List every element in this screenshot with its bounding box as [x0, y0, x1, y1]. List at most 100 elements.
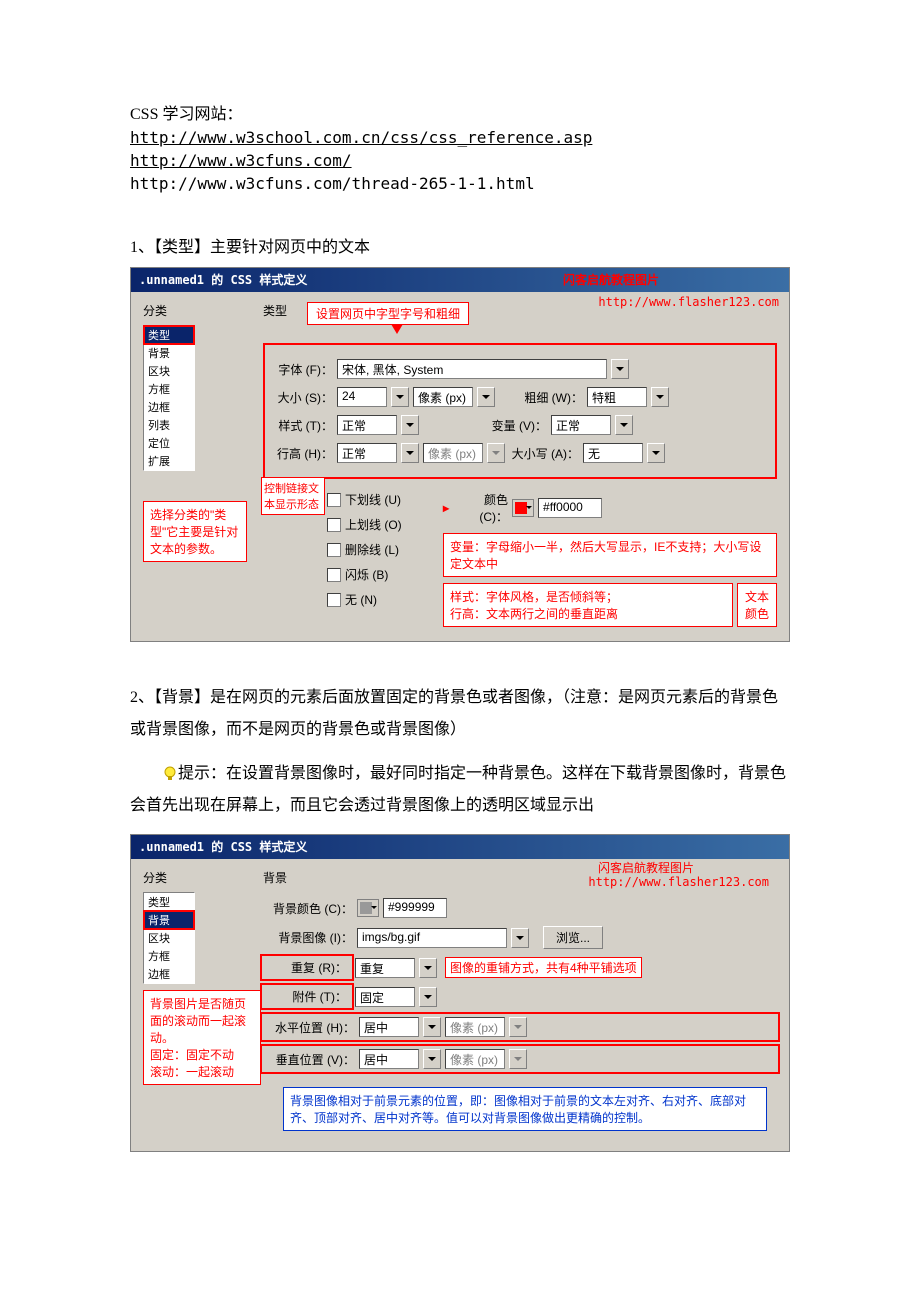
- variant-input[interactable]: 正常: [551, 415, 611, 435]
- ann-side: 选择分类的"类型"它主要是针对文本的参数。: [143, 501, 247, 562]
- cat-bg2[interactable]: 背景: [144, 911, 194, 929]
- lh-input[interactable]: 正常: [337, 443, 397, 463]
- category-column: 分类 类型 背景 区块 方框 边框 列表 定位 扩展 选择分类的"类型"它主要是…: [143, 302, 263, 627]
- hpos-label: 水平位置 (H)：: [265, 1019, 355, 1036]
- color-swatch[interactable]: [512, 499, 534, 517]
- cat-box[interactable]: 方框: [144, 380, 194, 398]
- repeat-input[interactable]: 重复: [355, 958, 415, 978]
- repeat-dd[interactable]: [419, 958, 437, 978]
- arrow-down-icon: [391, 324, 403, 334]
- category-list[interactable]: 类型 背景 区块 方框 边框 列表 定位 扩展: [143, 325, 195, 471]
- deco-blink: 闪烁 (B): [345, 566, 388, 583]
- lh-unit: 像素 (px): [423, 443, 483, 463]
- case-dd[interactable]: [647, 443, 665, 463]
- case-input[interactable]: 无: [583, 443, 643, 463]
- chk-none[interactable]: [327, 593, 341, 607]
- category-list2[interactable]: 类型 背景 区块 方框 边框: [143, 892, 195, 984]
- lh-dd[interactable]: [401, 443, 419, 463]
- chk-blink[interactable]: [327, 568, 341, 582]
- size-unit-dd[interactable]: [477, 387, 495, 407]
- arrow-icon: ▸: [443, 501, 449, 515]
- chk-underline[interactable]: [327, 493, 341, 507]
- font-dropdown[interactable]: [611, 359, 629, 379]
- style-dd[interactable]: [401, 415, 419, 435]
- weight-dd[interactable]: [651, 387, 669, 407]
- style-input[interactable]: 正常: [337, 415, 397, 435]
- panel-label2: 背景: [263, 869, 777, 886]
- link-w3school[interactable]: http://www.w3school.com.cn/css/css_refer…: [130, 128, 790, 147]
- lh-unit-dd: [487, 443, 505, 463]
- titlebar2: .unnamed1 的 CSS 样式定义: [131, 835, 789, 859]
- credit-pic: 闪客启航教程图片: [563, 271, 659, 288]
- cat-block[interactable]: 区块: [144, 362, 194, 380]
- repeat-label: 重复 (R)：: [263, 957, 351, 978]
- lh-label: 行高 (H)：: [273, 445, 333, 462]
- section1-heading: 1、【类型】主要针对网页中的文本: [130, 233, 790, 257]
- ann-bottom: 背景图像相对于前景元素的位置，即：图像相对于前景的文本左对齐、右对齐、底部对齐、…: [283, 1087, 767, 1131]
- vpos-label: 垂直位置 (V)：: [265, 1051, 355, 1068]
- form-column2: 背景 背景颜色 (C)： #999999 背景图像 (I)： imgs/bg.g…: [263, 869, 777, 1131]
- hpos-input[interactable]: 居中: [359, 1017, 419, 1037]
- chk-overline[interactable]: [327, 518, 341, 532]
- bgcolor-swatch[interactable]: [357, 899, 379, 917]
- link-thread: http://www.w3cfuns.com/thread-265-1-1.ht…: [130, 174, 790, 193]
- variant-dd[interactable]: [615, 415, 633, 435]
- deco-none: 无 (N): [345, 591, 377, 608]
- cat-border[interactable]: 边框: [144, 398, 194, 416]
- titlebar-text: .unnamed1 的 CSS 样式定义: [139, 273, 307, 287]
- bgimg-input[interactable]: imgs/bg.gif: [357, 928, 507, 948]
- chk-strike[interactable]: [327, 543, 341, 557]
- bgimg-label: 背景图像 (I)：: [263, 929, 353, 946]
- size-unit[interactable]: 像素 (px): [413, 387, 473, 407]
- attach-input[interactable]: 固定: [355, 987, 415, 1007]
- bgimg-dd[interactable]: [511, 928, 529, 948]
- cat-type[interactable]: 类型: [144, 326, 194, 344]
- size-input[interactable]: 24: [337, 387, 387, 407]
- cat-type2[interactable]: 类型: [144, 893, 194, 911]
- vpos-input[interactable]: 居中: [359, 1049, 419, 1069]
- cat-ext[interactable]: 扩展: [144, 452, 194, 470]
- cat-block2[interactable]: 区块: [144, 929, 194, 947]
- intro-title: CSS 学习网站：: [130, 100, 790, 124]
- vpos-unit-dd: [509, 1049, 527, 1069]
- hpos-dd[interactable]: [423, 1017, 441, 1037]
- size-label: 大小 (S)：: [273, 389, 333, 406]
- browse-button[interactable]: 浏览...: [543, 926, 603, 949]
- attach-label: 附件 (T)：: [263, 986, 351, 1007]
- intro-section: CSS 学习网站： http://www.w3school.com.cn/css…: [130, 100, 790, 193]
- category-column2: 分类 类型 背景 区块 方框 边框 背景图片是否随页面的滚动而一起滚动。 固定：…: [143, 869, 263, 1131]
- vpos-dd[interactable]: [423, 1049, 441, 1069]
- bgcolor-input[interactable]: #999999: [383, 898, 447, 918]
- form-column: 类型 设置网页中字型字号和粗细 字体 (F)： 宋体, 黑体, System 大…: [263, 302, 777, 627]
- cat-box2[interactable]: 方框: [144, 947, 194, 965]
- cat-bg[interactable]: 背景: [144, 344, 194, 362]
- deco-overline: 上划线 (O): [345, 516, 402, 533]
- ann-header: 设置网页中字型字号和粗细: [307, 302, 469, 325]
- color-label: 颜色 (C)：: [453, 491, 508, 525]
- ann-style-lh: 样式：字体风格，是否倾斜等； 行高：文本两行之间的垂直距离: [443, 583, 733, 627]
- category-label: 分类: [143, 302, 263, 319]
- deco-strike: 删除线 (L): [345, 541, 399, 558]
- hpos-unit-dd: [509, 1017, 527, 1037]
- cat-pos[interactable]: 定位: [144, 434, 194, 452]
- cat-list[interactable]: 列表: [144, 416, 194, 434]
- category-label2: 分类: [143, 869, 263, 886]
- hpos-unit: 像素 (px): [445, 1017, 505, 1037]
- variant-label: 变量 (V)：: [487, 417, 547, 434]
- bgcolor-label: 背景颜色 (C)：: [263, 900, 353, 917]
- case-label: 大小写 (A)：: [509, 445, 579, 462]
- style-label: 样式 (T)：: [273, 417, 333, 434]
- cat-border2[interactable]: 边框: [144, 965, 194, 983]
- weight-input[interactable]: 特粗: [587, 387, 647, 407]
- ann-side2: 背景图片是否随页面的滚动而一起滚动。 固定：固定不动 滚动：一起滚动: [143, 990, 261, 1085]
- dialog-background: .unnamed1 的 CSS 样式定义 闪客启航教程图片 http://www…: [130, 834, 790, 1152]
- font-input[interactable]: 宋体, 黑体, System: [337, 359, 607, 379]
- font-label: 字体 (F)：: [273, 361, 333, 378]
- ann-textcolor: 文本颜色: [737, 583, 777, 627]
- size-dd[interactable]: [391, 387, 409, 407]
- weight-label: 粗细 (W)：: [523, 389, 583, 406]
- dialog-type: .unnamed1 的 CSS 样式定义 闪客启航教程图片 http://www…: [130, 267, 790, 642]
- attach-dd[interactable]: [419, 987, 437, 1007]
- color-input[interactable]: #ff0000: [538, 498, 602, 518]
- link-w3cfuns[interactable]: http://www.w3cfuns.com/: [130, 151, 790, 170]
